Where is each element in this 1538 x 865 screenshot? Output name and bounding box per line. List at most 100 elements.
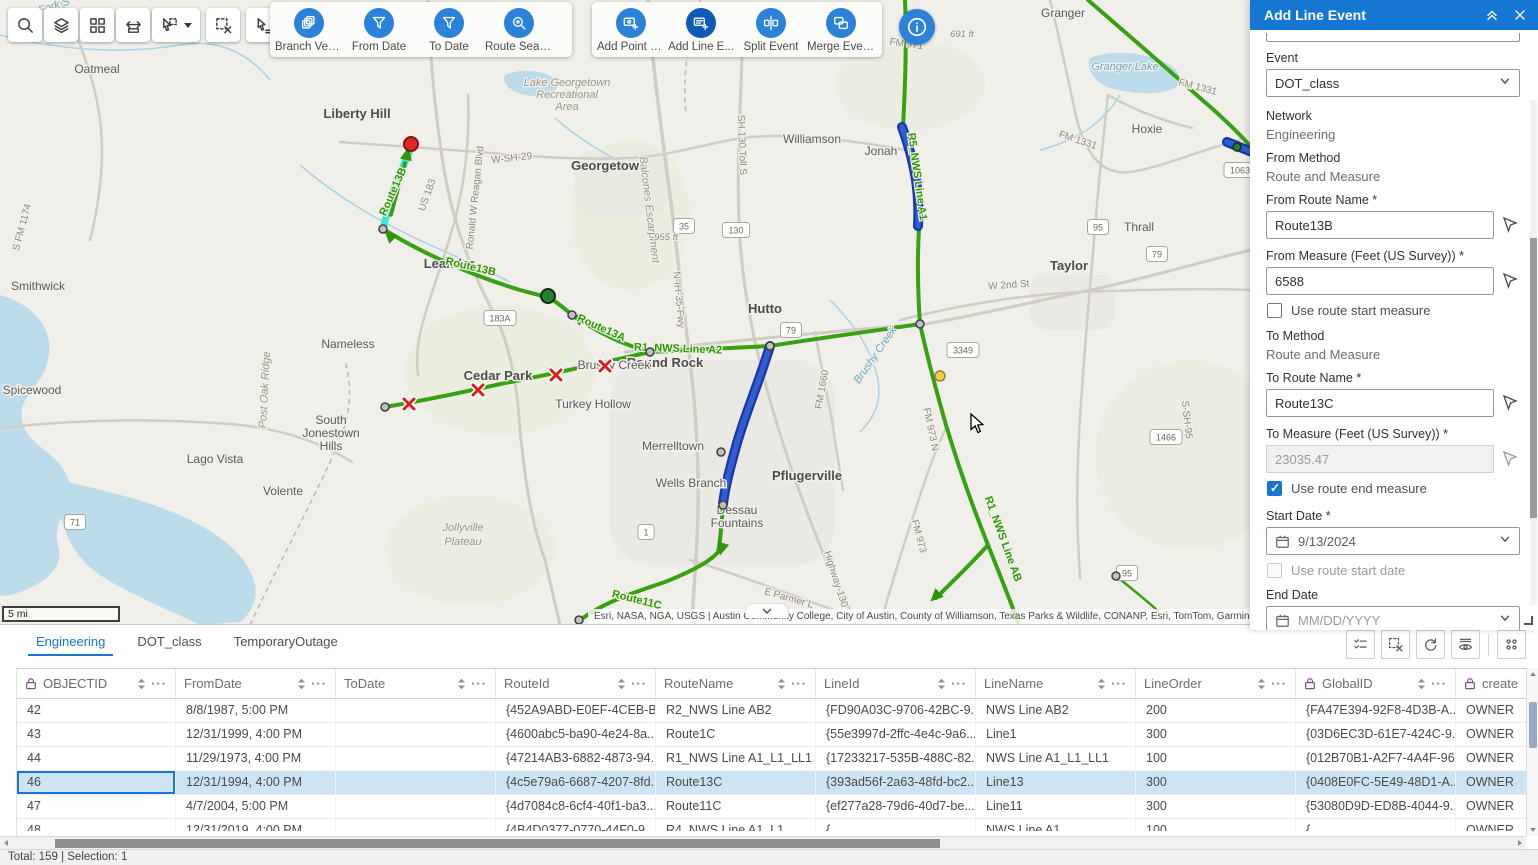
column-menu-icon[interactable]: ··· bbox=[951, 676, 967, 691]
column-header-routename[interactable]: RouteName ··· bbox=[656, 669, 816, 698]
measure-tool-button[interactable] bbox=[116, 8, 150, 42]
red-x-marker[interactable] bbox=[401, 396, 417, 412]
gray-dot-marker[interactable] bbox=[380, 402, 390, 412]
table-row[interactable]: 47 4/7/2004, 5:00 PM {4d7084c8-6cf4-40f1-b… bbox=[17, 795, 1526, 819]
column-menu-icon[interactable]: ··· bbox=[791, 676, 807, 691]
basemap-gallery-tool-button[interactable] bbox=[80, 8, 114, 42]
panel-resize-handle[interactable] bbox=[1524, 616, 1533, 625]
green-dot-marker[interactable] bbox=[540, 288, 556, 304]
tab-temporaryoutage[interactable]: TemporaryOutage bbox=[233, 634, 338, 649]
tab-dot_class[interactable]: DOT_class bbox=[137, 634, 202, 649]
use-route-start-measure-checkbox[interactable] bbox=[1267, 303, 1282, 318]
clear-map-selection-tool-button[interactable] bbox=[206, 8, 240, 42]
layers-tool-button[interactable] bbox=[44, 8, 78, 42]
table-row[interactable]: 48 12/31/2019, 4:00 PM {4B4D0377-0770-44F0… bbox=[17, 819, 1526, 831]
column-menu-icon[interactable]: ··· bbox=[311, 676, 327, 691]
merge-events-button[interactable]: Merge Events bbox=[806, 8, 876, 53]
from-measure-input[interactable] bbox=[1266, 267, 1494, 295]
select-tool-button[interactable] bbox=[152, 8, 200, 42]
panel-scrollbar[interactable] bbox=[1530, 100, 1537, 605]
column-menu-icon[interactable]: ··· bbox=[1431, 676, 1447, 691]
table-horizontal-scrollbar[interactable] bbox=[0, 836, 1526, 849]
sort-icon[interactable] bbox=[1416, 677, 1427, 691]
map-picker-icon[interactable] bbox=[1502, 216, 1520, 234]
column-menu-icon[interactable]: ··· bbox=[151, 676, 167, 691]
gray-dot-marker[interactable] bbox=[567, 310, 577, 320]
sort-icon[interactable] bbox=[776, 677, 787, 691]
gray-dot-marker[interactable] bbox=[716, 447, 726, 457]
red-x-marker[interactable] bbox=[470, 382, 486, 398]
column-header-fromdate[interactable]: FromDate ··· bbox=[176, 669, 336, 698]
column-header-todate[interactable]: ToDate ··· bbox=[336, 669, 496, 698]
refresh-button[interactable] bbox=[1416, 630, 1445, 659]
table-row[interactable]: 46 12/31/1994, 4:00 PM {4c5e79a6-6687-4207… bbox=[17, 771, 1526, 795]
column-menu-icon[interactable]: ··· bbox=[1111, 676, 1127, 691]
column-header-routeid[interactable]: RouteId ··· bbox=[496, 669, 656, 698]
column-menu-icon[interactable]: ··· bbox=[631, 676, 647, 691]
tab-engineering[interactable]: Engineering bbox=[20, 626, 121, 658]
sort-icon[interactable] bbox=[456, 677, 467, 691]
sort-icon[interactable] bbox=[1096, 677, 1107, 691]
column-menu-icon[interactable]: ··· bbox=[1271, 676, 1287, 691]
attribution-collapse-tab[interactable] bbox=[745, 603, 789, 618]
column-header-create[interactable]: create··· bbox=[1456, 669, 1526, 698]
table-row[interactable]: 44 11/29/1973, 4:00 PM {47214AB3-6882-4873… bbox=[17, 747, 1526, 771]
red-x-marker[interactable] bbox=[548, 367, 564, 383]
branch-vers-button[interactable]: Branch Vers... bbox=[274, 8, 344, 53]
to-date-button[interactable]: To Date bbox=[414, 8, 484, 53]
column-header-linename[interactable]: LineName ··· bbox=[976, 669, 1136, 698]
end-date-picker[interactable]: MM/DD/YYYY bbox=[1266, 606, 1520, 630]
gray-dot-marker[interactable] bbox=[574, 615, 584, 624]
sort-icon[interactable] bbox=[136, 677, 147, 691]
to-measure-input[interactable] bbox=[1266, 445, 1494, 473]
close-icon[interactable] bbox=[1512, 7, 1528, 23]
route-search-button[interactable]: Route Search bbox=[484, 8, 554, 53]
map-picker-icon[interactable] bbox=[1502, 394, 1520, 412]
use-route-start-date-checkbox[interactable] bbox=[1267, 563, 1282, 578]
add-point-e-button[interactable]: Add Point E... bbox=[596, 8, 666, 53]
info-button[interactable] bbox=[899, 9, 935, 45]
clear-selection-button[interactable] bbox=[1381, 630, 1410, 659]
start-date-picker[interactable]: 9/13/2024 bbox=[1266, 527, 1520, 555]
yellow-dot-marker[interactable] bbox=[934, 370, 946, 382]
column-header-lineorder[interactable]: LineOrder ··· bbox=[1136, 669, 1296, 698]
gray-dot-marker[interactable] bbox=[1111, 571, 1121, 581]
gray-dot-marker[interactable] bbox=[378, 224, 388, 234]
map-picker-icon[interactable] bbox=[1502, 272, 1520, 290]
sort-icon[interactable] bbox=[296, 677, 307, 691]
gray-dot-marker[interactable] bbox=[765, 341, 775, 351]
from-date-button[interactable]: From Date bbox=[344, 8, 414, 53]
caret-down-icon[interactable] bbox=[184, 22, 192, 28]
table-vertical-scrollbar[interactable] bbox=[1526, 668, 1538, 836]
from-route-name-input[interactable] bbox=[1266, 211, 1494, 239]
eye-columns-button[interactable] bbox=[1451, 630, 1480, 659]
use-route-end-measure-checkbox[interactable] bbox=[1267, 481, 1282, 496]
sort-icon[interactable] bbox=[1256, 677, 1267, 691]
table-row[interactable]: 42 8/8/1987, 5:00 PM {452A9ABD-E0EF-4CEB-B… bbox=[17, 699, 1526, 723]
to-route-name-input[interactable] bbox=[1266, 389, 1494, 417]
collapse-icon[interactable] bbox=[1484, 7, 1500, 23]
red-dot-marker[interactable] bbox=[403, 136, 419, 152]
gray-dot-marker[interactable] bbox=[915, 319, 925, 329]
column-menu-icon[interactable]: ··· bbox=[471, 676, 487, 691]
event-select[interactable]: DOT_class bbox=[1266, 69, 1520, 97]
column-header-objectid[interactable]: OBJECTID ··· bbox=[17, 669, 176, 698]
selected-segments[interactable] bbox=[718, 122, 1251, 509]
sm-green-dot-marker[interactable] bbox=[1232, 142, 1242, 152]
column-header-globalid[interactable]: GlobalID ··· bbox=[1296, 669, 1456, 698]
split-event-button[interactable]: Split Event bbox=[736, 8, 806, 53]
map-canvas[interactable]: 183A 35 130 79 79 95 95 1466 3349 1063 71 1 Oatmeal… bbox=[0, 0, 1251, 625]
gray-dot-marker[interactable] bbox=[645, 347, 655, 357]
column-header-lineid[interactable]: LineId ··· bbox=[816, 669, 976, 698]
gray-dot-marker[interactable] bbox=[718, 500, 728, 510]
table-row[interactable]: 43 12/31/1999, 4:00 PM {4600abc5-ba90-4e24… bbox=[17, 723, 1526, 747]
map-picker-icon[interactable] bbox=[1502, 450, 1520, 468]
add-line-e-button[interactable]: Add Line E... bbox=[666, 8, 736, 53]
red-x-marker[interactable] bbox=[597, 358, 613, 374]
checklist-button[interactable] bbox=[1346, 630, 1375, 659]
sort-icon[interactable] bbox=[616, 677, 627, 691]
map-view[interactable]: 183A 35 130 79 79 95 95 1466 3349 1063 71 1 Oatmeal… bbox=[0, 0, 1251, 625]
sort-icon[interactable] bbox=[936, 677, 947, 691]
map-markers[interactable] bbox=[378, 136, 1242, 624]
search-tool-button[interactable] bbox=[8, 8, 42, 42]
